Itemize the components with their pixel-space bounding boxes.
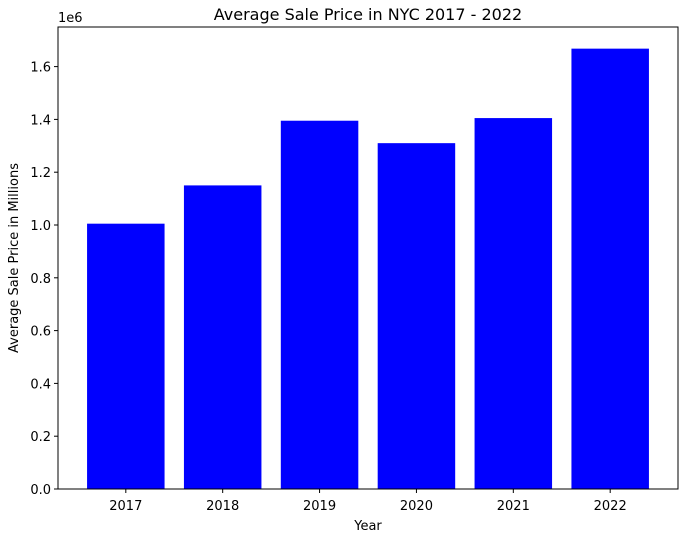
y-tick-label: 0.2 <box>30 430 51 445</box>
y-tick-label: 0.8 <box>30 272 51 287</box>
chart-title: Average Sale Price in NYC 2017 - 2022 <box>214 5 522 24</box>
x-tick-label-2019: 2019 <box>303 499 336 514</box>
bar-2018 <box>183 185 262 489</box>
x-tick-label-2022: 2022 <box>594 499 627 514</box>
x-axis-label: Year <box>353 519 382 534</box>
y-tick-label: 1.6 <box>30 61 51 76</box>
y-tick-label: 0.4 <box>30 377 51 392</box>
bar-2021 <box>474 118 553 489</box>
y-tick-label: 0.0 <box>30 483 51 498</box>
bar-2017 <box>87 223 165 489</box>
y-tick-label: 1.2 <box>30 166 51 181</box>
x-tick-label-2018: 2018 <box>206 499 239 514</box>
y-tick-label: 1.0 <box>30 219 51 234</box>
y-offset-label: 1e6 <box>58 11 83 26</box>
x-tick-label-2021: 2021 <box>497 499 530 514</box>
x-tick-label-2020: 2020 <box>400 499 433 514</box>
x-axis-ticks: 2017 2018 2019 2020 2021 2022 <box>109 489 627 514</box>
y-axis-ticks: 0.0 0.2 0.4 0.6 0.8 1.0 1.2 1.4 1.6 <box>30 61 58 498</box>
y-axis-label: Average Sale Price in Millions <box>7 163 22 353</box>
bar-2019 <box>280 120 359 489</box>
bar-2020 <box>377 143 456 489</box>
x-tick-label-2017: 2017 <box>109 499 142 514</box>
y-tick-label: 1.4 <box>30 113 51 128</box>
bars-group <box>87 48 649 489</box>
bar-2022 <box>571 48 649 489</box>
plot-frame <box>57 26 679 490</box>
y-tick-label: 0.6 <box>30 325 51 340</box>
